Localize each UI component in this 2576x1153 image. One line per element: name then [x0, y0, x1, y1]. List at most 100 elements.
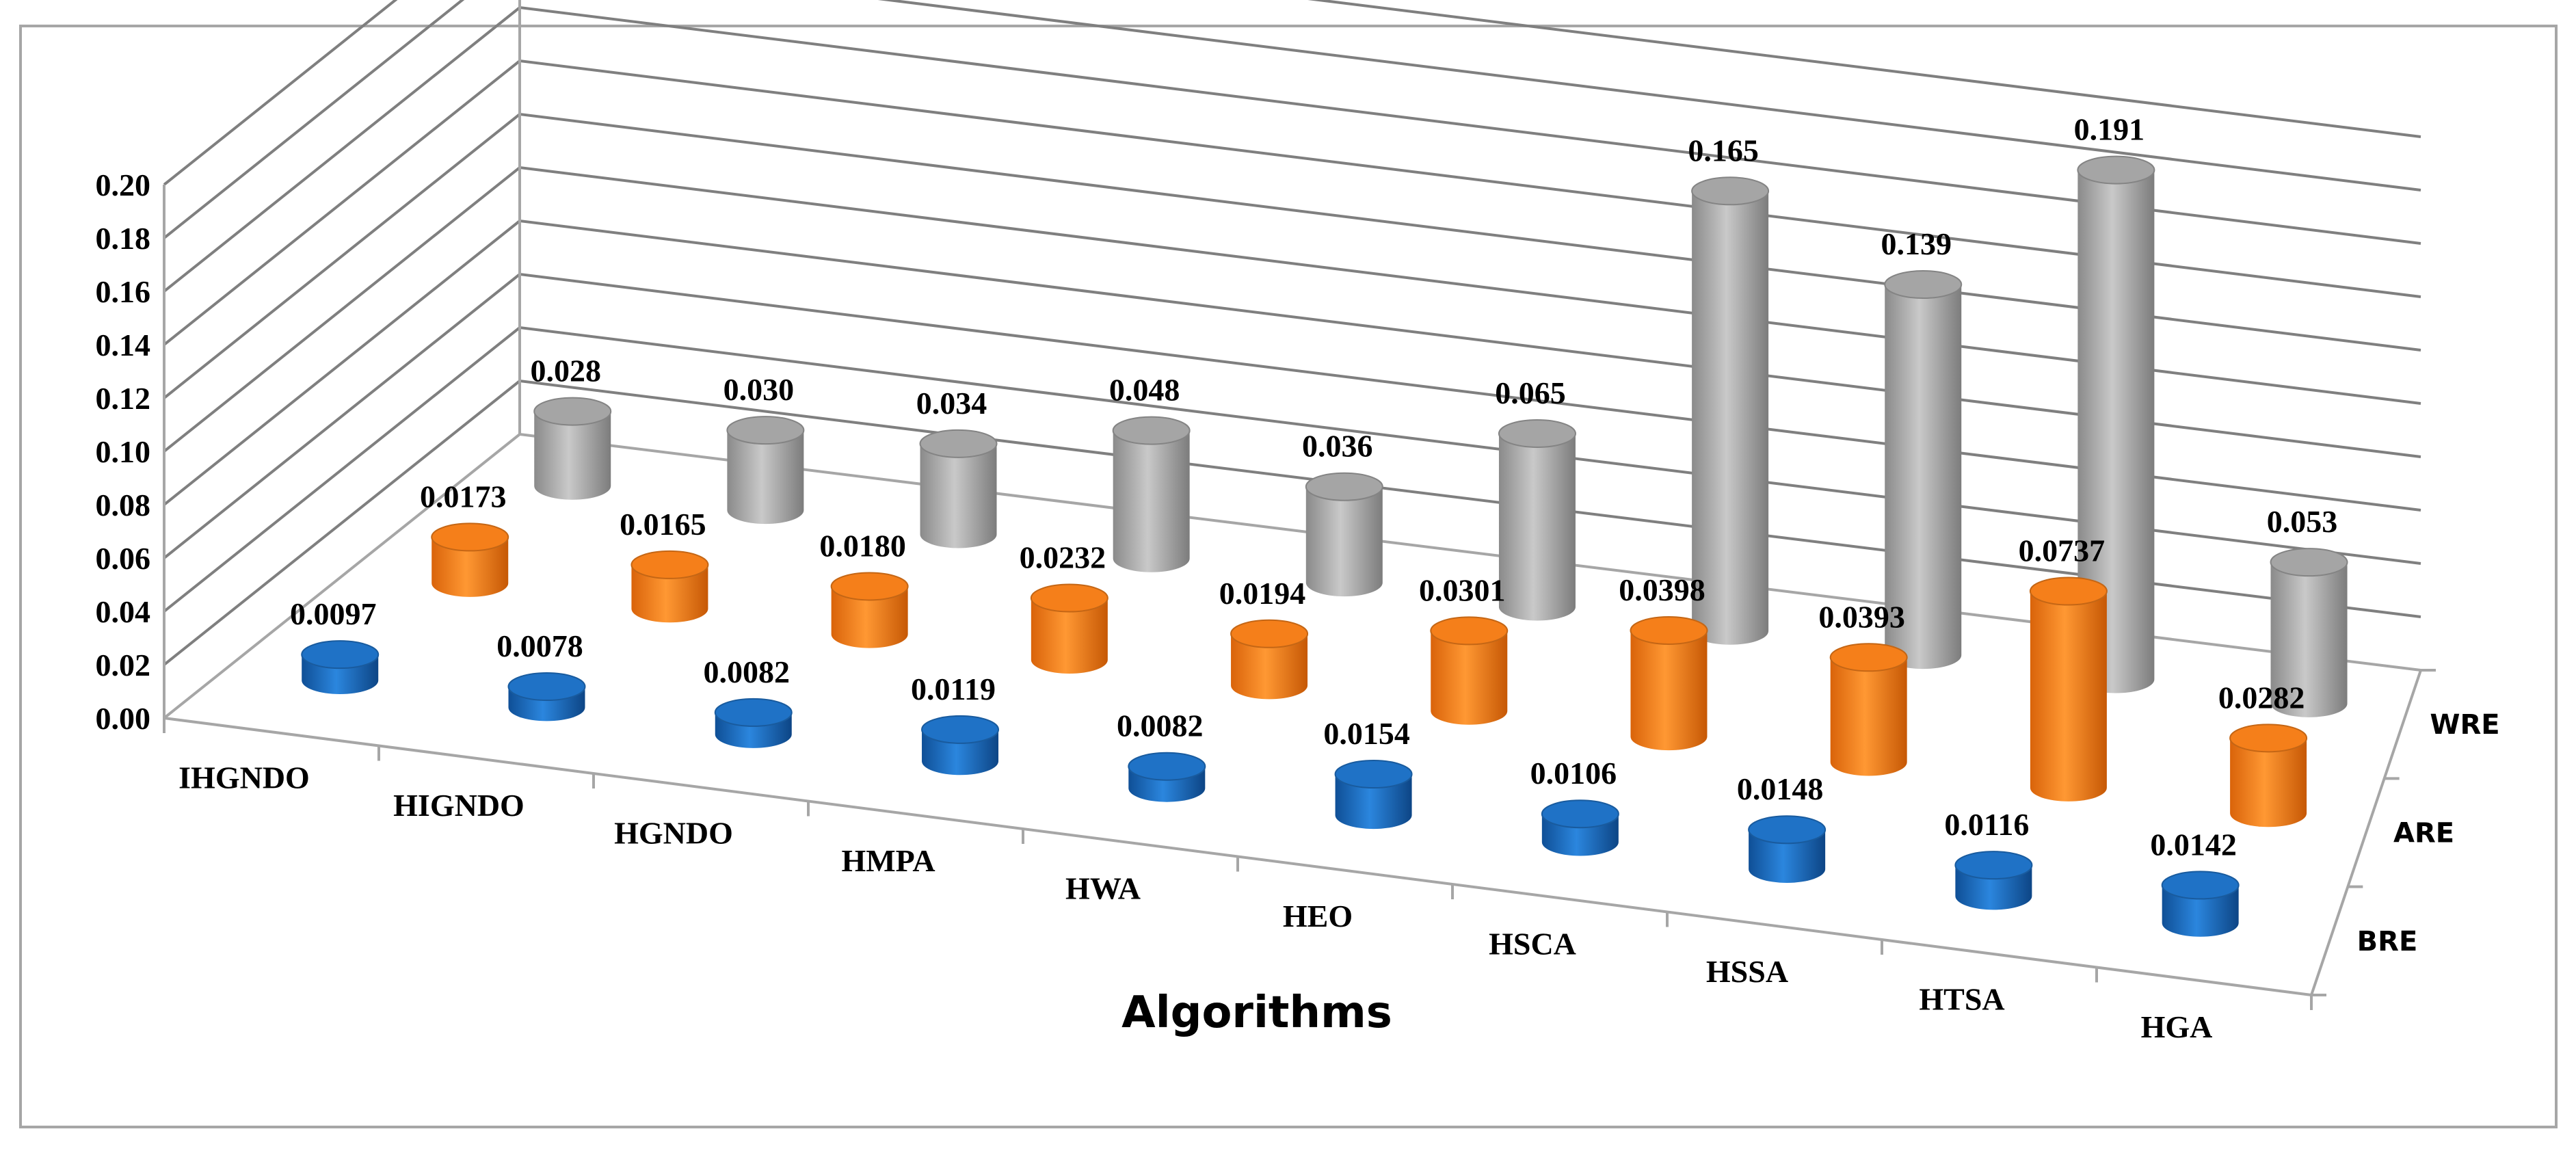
bar-bre [1748, 815, 1827, 883]
bar-top [2077, 155, 2155, 185]
bar-body [631, 564, 708, 623]
bar-wre [919, 429, 998, 548]
bar-wre [2077, 155, 2155, 693]
bar-top [1691, 176, 1770, 206]
bar-wre [1305, 472, 1383, 597]
bar-top [2229, 724, 2308, 753]
bar-top [1498, 419, 1576, 448]
data-label: 0.028 [530, 354, 601, 388]
bar-top [1829, 643, 1908, 672]
bar-top [1112, 416, 1191, 445]
bar-are [1230, 619, 1309, 700]
bar-body [431, 537, 509, 597]
series-label: WRE [2430, 709, 2499, 741]
x-tick-labels: IHGNDO HIGNDO HGNDO HMPA HWA HEO HSCA HSSA HTSA H… [178, 760, 2212, 1044]
y-tick-label: 0.18 [96, 221, 151, 256]
bar-top [1748, 815, 1827, 845]
data-label: 0.0106 [1530, 756, 1617, 791]
y-tick-label: 0.02 [96, 648, 151, 682]
y-tick-label: 0.10 [96, 434, 151, 469]
axes [163, 0, 2436, 1010]
x-tick-label: HSSA [1706, 954, 1788, 989]
bar-top [1230, 619, 1309, 648]
data-label: 0.0082 [704, 654, 791, 689]
bar-top [1305, 472, 1383, 501]
gridline [163, 0, 2421, 239]
data-label: 0.0180 [819, 528, 906, 563]
bar-body [1749, 830, 1826, 883]
bar-top [1630, 615, 1708, 645]
bar-body [1630, 630, 1708, 751]
bar-top [2029, 576, 2108, 606]
data-label: 0.065 [1495, 375, 1566, 410]
bar-bre [921, 715, 1000, 776]
x-tick-label: HTSA [1919, 981, 2004, 1016]
bar-wre [1691, 176, 1770, 645]
bar-bre [1334, 760, 1413, 830]
data-label: 0.0119 [911, 672, 996, 706]
data-label: 0.0154 [1323, 716, 1410, 751]
bar-top [630, 550, 709, 579]
data-label: 0.165 [1688, 133, 1759, 168]
data-label: 0.048 [1109, 373, 1180, 408]
bar-top [507, 672, 586, 702]
bar-are [830, 572, 909, 648]
bar-are [431, 522, 509, 597]
y-tick-label: 0.04 [96, 594, 151, 629]
bar-are [1030, 583, 1108, 674]
y-tick-label: 0.12 [96, 381, 151, 416]
bar-are [2029, 576, 2108, 801]
data-label: 0.0148 [1737, 771, 1824, 806]
bar-body [2030, 591, 2107, 801]
bar-top [921, 715, 1000, 744]
data-label: 0.0097 [290, 596, 377, 631]
bar-top [1541, 799, 1619, 829]
data-label: 0.0142 [2150, 827, 2237, 862]
bar-body [2230, 738, 2307, 827]
y-tick-label: 0.00 [96, 701, 151, 736]
bar-top [2270, 548, 2348, 577]
bar-top [714, 698, 793, 727]
series-labels: BRE ARE WRE [2357, 709, 2500, 957]
data-label: 0.036 [1302, 429, 1373, 464]
bar-top [726, 416, 805, 445]
bar-body [727, 430, 804, 525]
bar-top [1430, 616, 1509, 646]
bar-wre [726, 416, 805, 525]
bar-body [1305, 486, 1383, 597]
data-label: 0.0165 [620, 507, 706, 542]
data-label: 0.0116 [1944, 807, 2029, 842]
x-axis-title: Algorithms [1121, 988, 1392, 1038]
series-label: ARE [2393, 818, 2454, 849]
y-tick-labels: 0.00 0.02 0.04 0.06 0.08 0.10 0.12 0.14 0.16 0.18… [96, 168, 151, 736]
bar-body [1335, 774, 1412, 830]
bar-bre [1128, 752, 1206, 802]
bar-are [630, 550, 709, 623]
bar-top [1334, 760, 1413, 789]
x-tick-label: HIGNDO [393, 788, 525, 823]
data-label: 0.0398 [1619, 572, 1705, 607]
data-label: 0.191 [2074, 112, 2145, 147]
bar-wre [533, 397, 612, 500]
bar-top [830, 572, 909, 601]
bar-body [1031, 598, 1108, 674]
data-label: 0.0173 [420, 479, 507, 514]
bar-body [1498, 433, 1576, 621]
data-label: 0.0232 [1020, 540, 1106, 575]
bar-wre [1112, 416, 1191, 572]
x-tick-label: HWA [1065, 871, 1141, 905]
bar-are [1430, 616, 1509, 725]
bar-top [919, 429, 998, 458]
bar-wre [2270, 548, 2348, 717]
bar-bre [1954, 851, 2033, 910]
bar-are [1630, 615, 1708, 751]
bar-bre [301, 640, 380, 695]
y-tick-label: 0.14 [96, 328, 151, 362]
bar-top [1884, 270, 1963, 300]
bar-body [1692, 191, 1769, 645]
bar-wre [1498, 419, 1576, 621]
data-label: 0.0082 [1117, 708, 1204, 743]
data-label: 0.034 [916, 386, 987, 421]
data-labels: 0.028 0.030 0.034 0.048 0.036 0.065 0.165 0.139… [290, 112, 2337, 862]
